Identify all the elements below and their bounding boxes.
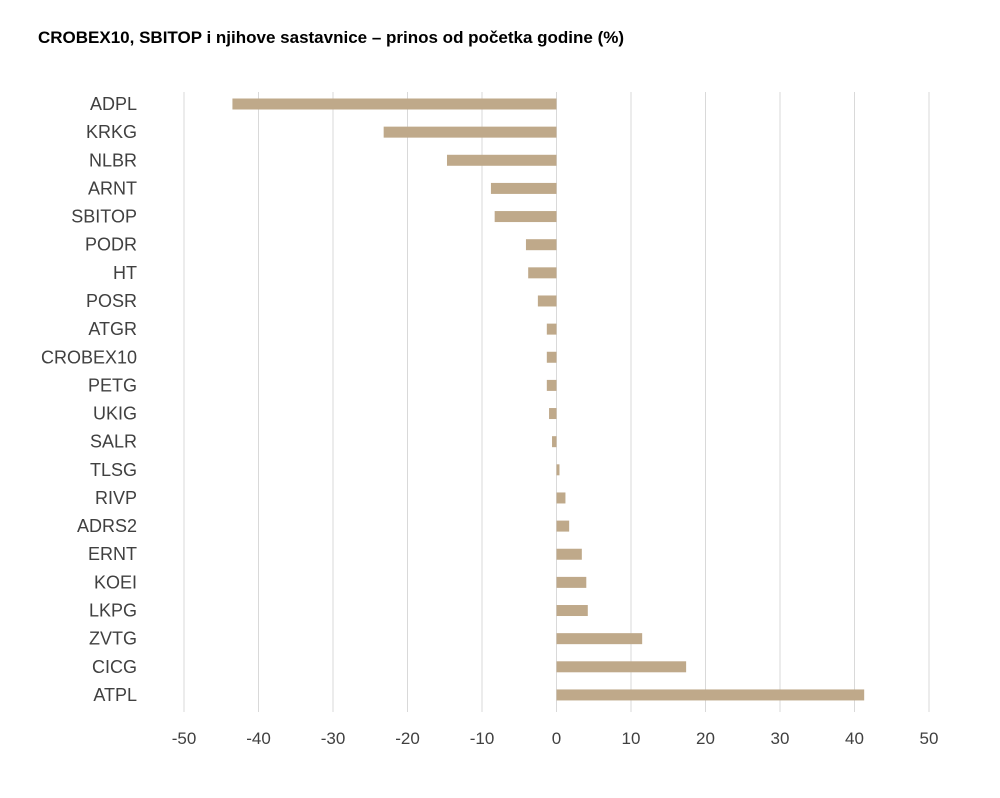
bar [556,520,570,532]
x-tick-label: 30 [771,729,790,748]
category-label: SALR [90,432,137,452]
category-label: ZVTG [89,629,137,649]
bar [556,464,560,476]
bar [552,436,557,448]
bar [556,633,643,645]
bar [556,548,582,560]
category-label: ADRS2 [77,516,137,536]
category-label: ERNT [88,544,137,564]
category-label: ADPL [90,94,137,114]
x-tick-label: 20 [696,729,715,748]
bar [383,126,557,138]
bar [556,492,566,504]
bar [528,267,557,279]
bar [556,661,687,673]
category-label: POSR [86,291,137,311]
x-tick-label: -50 [172,729,197,748]
bar [546,351,557,363]
x-tick-label: -10 [470,729,495,748]
bar [446,154,557,166]
category-label: PETG [88,375,137,395]
category-label: SBITOP [71,207,137,227]
x-tick-label: 50 [920,729,939,748]
bar [494,211,557,223]
bar [556,689,865,701]
x-tick-label: 10 [622,729,641,748]
bar [549,408,557,420]
x-tick-label: -20 [395,729,420,748]
category-label: KOEI [94,572,137,592]
category-label: ARNT [88,178,137,198]
category-label: UKIG [93,404,137,424]
category-label: HT [113,263,137,283]
category-label: TLSG [90,460,137,480]
bar [232,98,557,110]
category-label: ATGR [88,319,137,339]
x-tick-label: 0 [552,729,561,748]
category-label: CROBEX10 [41,347,137,367]
x-tick-label: -30 [321,729,346,748]
category-label: LKPG [89,601,137,621]
bar [546,323,557,335]
x-tick-label: -40 [246,729,271,748]
category-label: RIVP [95,488,137,508]
bar [556,576,587,588]
bar [556,605,588,617]
bar [546,379,557,391]
category-label: KRKG [86,122,137,142]
category-label: CICG [92,657,137,677]
bar [537,295,557,307]
category-label: NLBR [89,150,137,170]
category-label: ATPL [93,685,137,705]
bar [490,182,557,194]
category-label: PODR [85,235,137,255]
x-tick-label: 40 [845,729,864,748]
chart-title: CROBEX10, SBITOP i njihove sastavnice – … [38,28,625,47]
bar [525,239,557,251]
